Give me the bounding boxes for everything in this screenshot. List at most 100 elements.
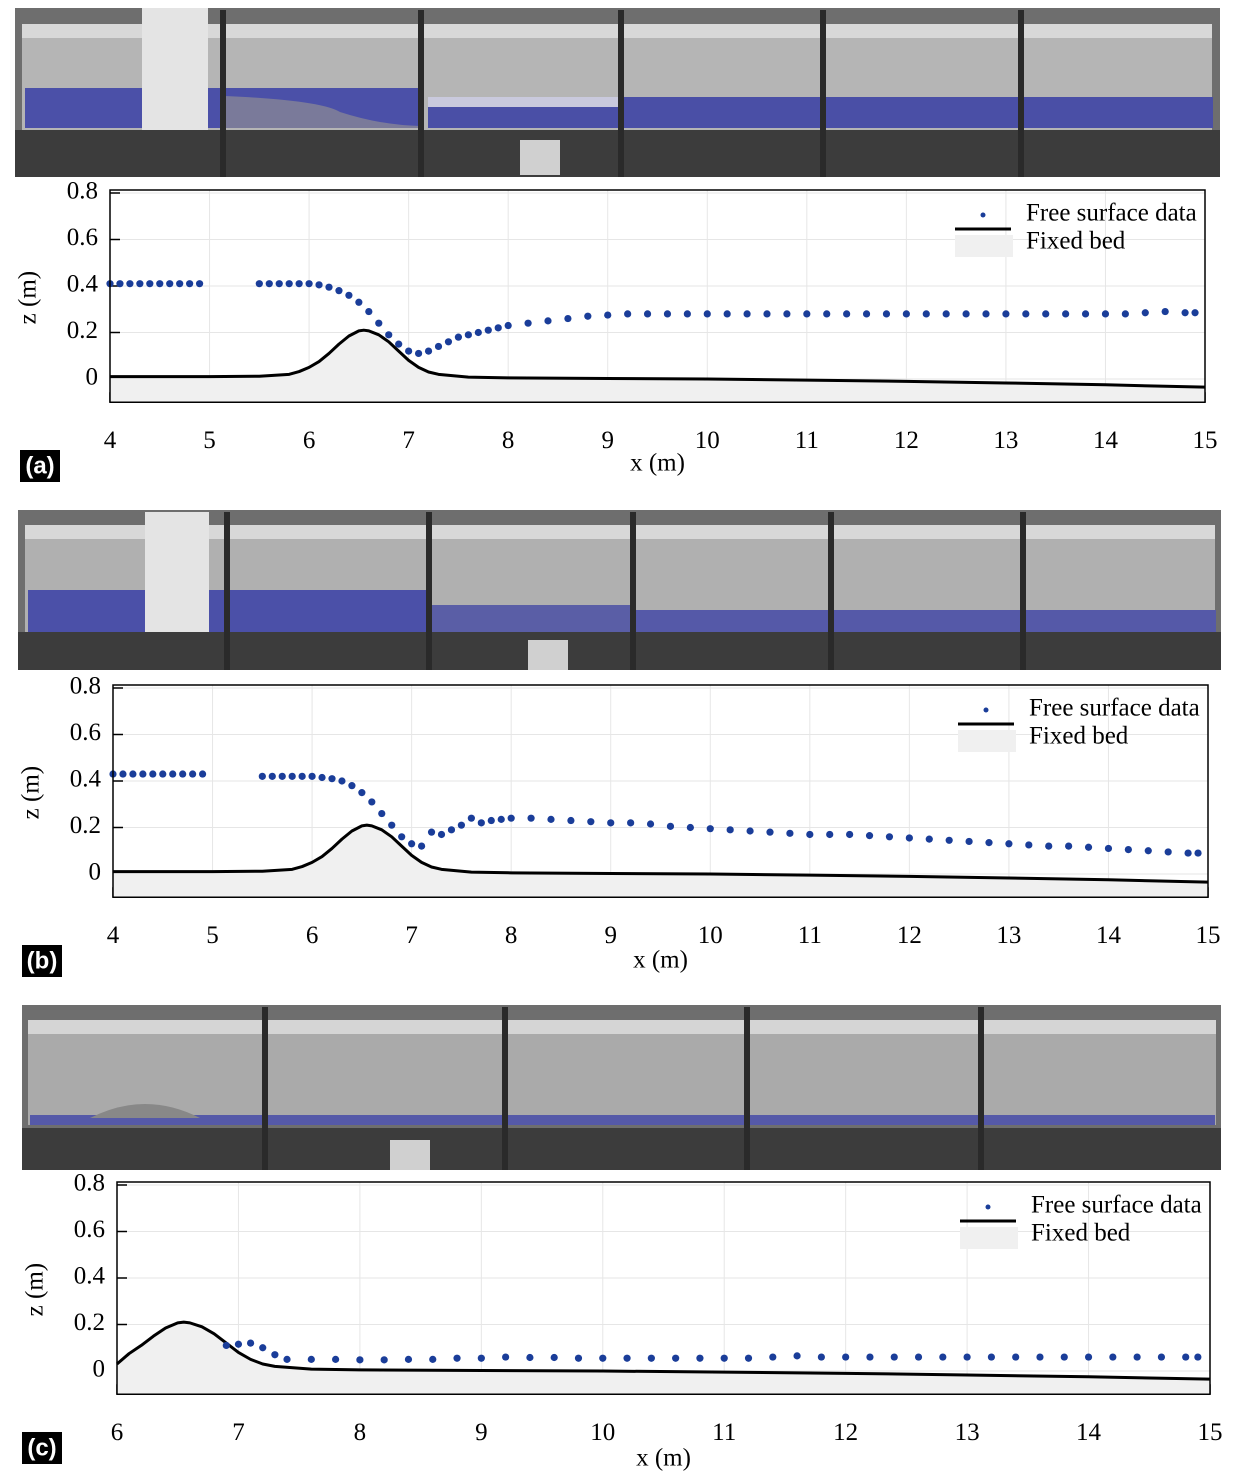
data-point	[672, 1354, 680, 1362]
data-point	[587, 818, 595, 826]
bed-line	[113, 823, 1209, 884]
x-tick-label: 9	[604, 922, 617, 949]
data-point	[474, 328, 482, 337]
data-point	[356, 1356, 364, 1364]
x-tick-label: 8	[502, 427, 515, 454]
data-point	[567, 816, 575, 825]
data-point	[1036, 1353, 1044, 1361]
data-point	[149, 770, 157, 778]
data-point	[434, 342, 443, 351]
data-point	[607, 819, 615, 827]
data-point	[544, 317, 552, 325]
bed-area	[113, 825, 1208, 898]
data-point	[803, 310, 811, 318]
data-point	[599, 1354, 607, 1362]
data-point	[945, 836, 953, 844]
legend-marker	[983, 707, 989, 713]
data-point	[1060, 1353, 1068, 1361]
y-tick-label: 0.2	[67, 317, 98, 344]
data-point	[817, 1353, 825, 1361]
data-point	[527, 814, 535, 822]
data-point	[843, 310, 851, 318]
legend-patch	[958, 730, 1016, 752]
x-tick-label: 11	[795, 427, 819, 454]
data-point	[129, 770, 137, 778]
data-point	[278, 772, 286, 780]
y-axis-label: z (m)	[15, 271, 42, 324]
data-point	[447, 826, 456, 834]
data-point	[1133, 1353, 1141, 1361]
data-point	[156, 280, 164, 288]
data-point	[1025, 841, 1033, 849]
data-point	[1181, 309, 1189, 317]
data-point	[623, 1354, 631, 1362]
data-point	[388, 821, 396, 829]
data-point	[271, 1351, 279, 1359]
data-point	[1161, 307, 1169, 316]
data-point	[985, 839, 993, 847]
y-tick-label: 0.4	[74, 1263, 106, 1290]
legend-marker	[985, 1204, 991, 1210]
data-point	[444, 338, 453, 346]
y-tick-label: 0.2	[70, 812, 101, 839]
data-point	[1144, 847, 1152, 855]
data-point	[706, 825, 714, 833]
data-point	[484, 326, 492, 334]
data-point	[1084, 1353, 1093, 1361]
data-point	[139, 770, 147, 778]
data-point	[1194, 1353, 1202, 1361]
data-point	[1062, 310, 1070, 318]
data-point	[186, 280, 194, 288]
data-point	[866, 1353, 874, 1361]
data-point	[427, 828, 436, 836]
x-tick-label: 15	[1196, 922, 1221, 949]
data-point	[1121, 310, 1129, 318]
data-point	[494, 324, 502, 332]
data-point	[962, 310, 970, 318]
y-tick-label: 0.8	[74, 1170, 105, 1197]
legend-label: Fixed bed	[1026, 228, 1126, 255]
data-point	[526, 1353, 534, 1362]
legend-label: Free surface data	[1026, 200, 1197, 227]
data-point	[116, 280, 124, 288]
x-tick-label: 4	[107, 922, 120, 949]
data-point	[550, 1353, 558, 1362]
data-point	[179, 770, 187, 778]
x-tick-label: 10	[590, 1419, 615, 1446]
data-point	[1182, 1353, 1190, 1361]
data-point	[862, 310, 871, 318]
data-point	[454, 333, 463, 341]
x-tick-label: 8	[505, 922, 518, 949]
y-tick-label: 0.8	[67, 178, 98, 205]
data-point	[1164, 848, 1172, 856]
data-point	[477, 1354, 485, 1362]
data-point	[146, 280, 154, 288]
data-point	[574, 1354, 583, 1362]
data-point	[234, 1340, 243, 1348]
data-point	[766, 828, 774, 836]
data-point	[624, 310, 632, 318]
data-point	[305, 280, 313, 288]
x-tick-label: 5	[203, 427, 216, 454]
plot-frame	[112, 684, 1209, 898]
data-point	[793, 1352, 801, 1360]
data-point	[1012, 1353, 1020, 1361]
x-tick-label: 13	[993, 427, 1018, 454]
x-tick-label: 10	[695, 427, 720, 454]
panel-label: (c)	[27, 1434, 56, 1461]
data-point	[355, 298, 363, 306]
data-point	[477, 819, 485, 827]
data-point	[255, 280, 263, 288]
data-point	[1124, 845, 1132, 854]
data-point	[783, 310, 791, 318]
data-point	[823, 310, 831, 318]
data-point	[939, 1353, 947, 1361]
x-tick-label: 7	[402, 427, 415, 454]
data-point	[258, 772, 266, 780]
y-tick-label: 0.8	[70, 673, 101, 700]
x-tick-label: 8	[354, 1419, 367, 1446]
data-point	[942, 310, 950, 318]
data-point	[268, 772, 276, 780]
data-point	[395, 340, 403, 348]
x-axis-label: x (m)	[636, 1445, 691, 1472]
